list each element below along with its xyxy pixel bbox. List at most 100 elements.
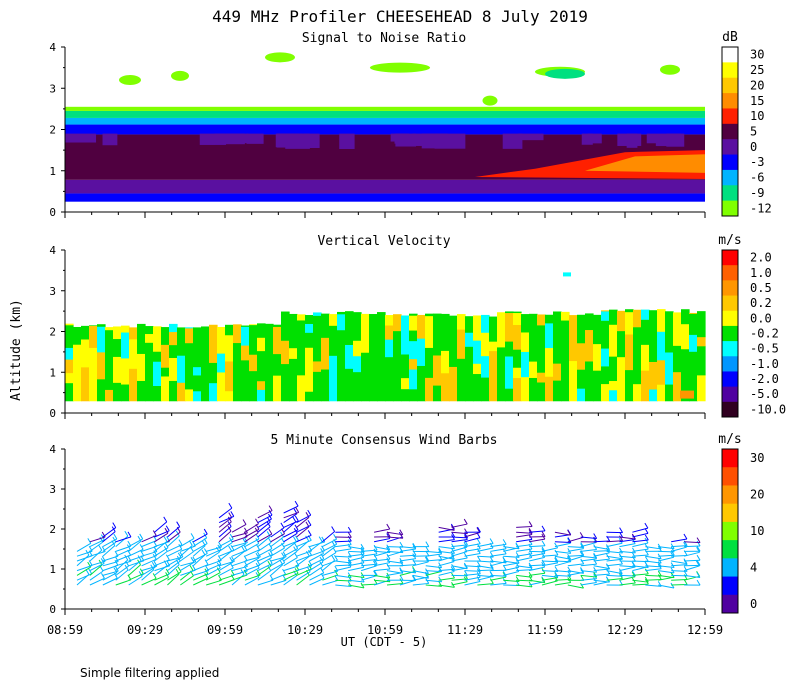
- wind-barb: [257, 510, 273, 519]
- panel-2: Vertical Velocity 0 1 2 3 4 m/s 2.01.00.50.20.0…: [49, 233, 786, 420]
- wind-barb: [128, 560, 145, 567]
- vv-cell: [497, 346, 506, 375]
- wind-barb: [128, 573, 144, 581]
- vv-cell: [345, 368, 354, 402]
- wind-barb: [451, 531, 468, 535]
- wind-barb: [580, 555, 597, 559]
- colorbar-swatch: [722, 594, 738, 614]
- wind-barb: [503, 566, 520, 572]
- wind-barb: [270, 547, 285, 557]
- colorbar-swatch: [722, 401, 738, 418]
- wind-barb-flag: [255, 533, 260, 540]
- wind-barb: [270, 579, 287, 586]
- wind-barb-flag: [98, 544, 103, 551]
- vv-cell: [345, 344, 354, 369]
- wind-barb-flag: [464, 573, 468, 580]
- wind-barb: [283, 551, 297, 562]
- wind-barb: [438, 568, 455, 572]
- wind-barb-flag: [124, 554, 129, 561]
- vv-cell: [633, 309, 642, 328]
- wind-barb-flag: [201, 549, 206, 556]
- vv-cell: [521, 376, 530, 390]
- wind-barb-flag: [268, 505, 273, 511]
- wind-barb: [231, 574, 248, 581]
- wind-barb: [464, 548, 481, 552]
- vv-cell: [145, 333, 154, 343]
- wind-barb-flag: [230, 545, 235, 551]
- wind-barb: [89, 570, 104, 581]
- vv-cell: [305, 315, 314, 324]
- colorbar-label: 0.2: [750, 296, 772, 310]
- wind-barb: [154, 541, 170, 548]
- vv-cell: [521, 314, 530, 333]
- wind-barb: [193, 533, 208, 543]
- wind-barb: [154, 565, 170, 572]
- wind-barb-flag: [451, 531, 456, 538]
- wind-barb: [632, 542, 649, 548]
- wind-barb: [141, 534, 157, 543]
- wind-barb-flag: [139, 544, 144, 550]
- vv-cell: [465, 346, 474, 371]
- vv-cell: [417, 314, 426, 339]
- vv-cell: [257, 389, 266, 402]
- wind-barb-flag: [280, 531, 284, 538]
- wind-barb-flag: [489, 578, 494, 584]
- vv-cell: [345, 335, 354, 345]
- vv-cell: [641, 319, 650, 345]
- vv-cell: [281, 311, 290, 313]
- vv-cell: [209, 324, 218, 338]
- wind-barb-flag: [190, 557, 195, 563]
- wind-barb: [257, 518, 272, 528]
- colorbar-swatch: [722, 123, 738, 140]
- wind-barb: [270, 573, 286, 581]
- vv-cell: [409, 388, 418, 402]
- wind-barb: [296, 526, 310, 538]
- wind-barb-flag: [228, 502, 233, 509]
- wind-barb: [567, 536, 584, 543]
- wind-barb-flag: [189, 565, 194, 571]
- wind-barb-flag: [580, 558, 585, 565]
- snr-patch: [502, 133, 523, 149]
- vv-cell: [665, 339, 674, 353]
- vv-cell: [225, 324, 234, 336]
- colorbar-swatch: [722, 185, 738, 202]
- vv-cell: [521, 331, 530, 352]
- vv-cell: [73, 335, 82, 345]
- vv-cell: [265, 349, 274, 378]
- vv-cell: [193, 366, 202, 376]
- vv-cell: [561, 349, 570, 369]
- wind-barb-flag: [696, 579, 701, 586]
- colorbar-label: 25: [750, 63, 764, 77]
- wind-barb: [270, 556, 287, 562]
- wind-barb-flag: [347, 526, 352, 533]
- vv-cell: [321, 314, 330, 338]
- vv-cell: [89, 325, 98, 348]
- vv-cell: [297, 345, 306, 376]
- wind-barb: [270, 542, 285, 552]
- wind-barb: [593, 546, 610, 550]
- wind-barb: [438, 539, 455, 543]
- wind-barb: [283, 575, 297, 586]
- wind-barb: [193, 570, 209, 576]
- wind-barb-flag: [178, 539, 183, 545]
- vv-cell: [185, 327, 194, 329]
- y-tick-label: 4: [49, 244, 56, 257]
- wind-barb: [206, 546, 222, 552]
- wind-barb-flag: [331, 526, 336, 532]
- wind-barb: [580, 548, 597, 552]
- wind-barb: [102, 555, 119, 562]
- vv-cell: [393, 314, 402, 332]
- wind-barb-flag: [152, 530, 157, 536]
- vv-cell: [81, 352, 90, 368]
- vv-cell: [649, 361, 658, 390]
- wind-barb-flag: [124, 530, 129, 537]
- wind-barb-flag: [618, 568, 623, 574]
- y-axis-label: Altitude (km): [9, 299, 24, 401]
- wind-barb: [89, 536, 106, 543]
- wind-barb-flag: [112, 522, 117, 528]
- wind-barb: [671, 545, 688, 548]
- wind-barb-flag: [386, 533, 391, 539]
- vv-cell: [697, 336, 706, 347]
- snr-cloud: [370, 62, 430, 73]
- vv-cell: [681, 309, 690, 325]
